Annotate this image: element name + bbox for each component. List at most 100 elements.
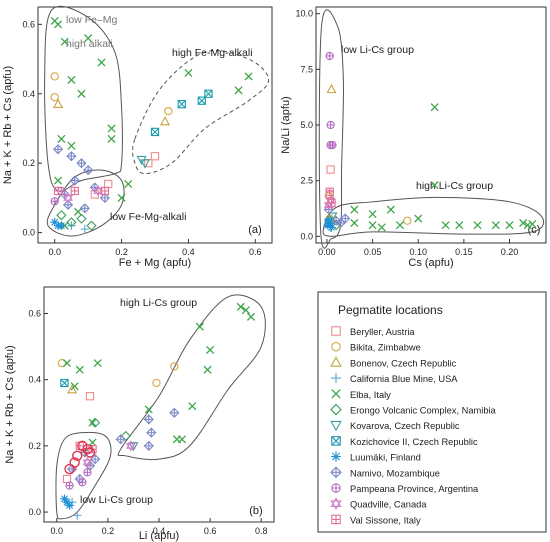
data-point	[79, 203, 90, 214]
x-marker	[67, 141, 76, 150]
diamond-plus-marker	[169, 407, 180, 418]
star-marker	[324, 216, 334, 226]
data-point	[65, 501, 74, 510]
x-tick-label: 0.10	[409, 247, 427, 257]
data-point	[60, 494, 69, 504]
panel-c: 0.00 0.05 0.10 0.15 0.20 0.0 2.5 5.0 7.5 10.0 Cs (…	[280, 6, 547, 269]
diamond-plus-marker	[90, 454, 101, 465]
x-marker	[62, 359, 72, 368]
hexagram-marker	[93, 185, 104, 197]
plus-marker	[330, 373, 342, 384]
legend-item: Elba, Italy	[331, 389, 391, 400]
data-point	[67, 75, 76, 84]
x-tick-label: 0.0	[51, 526, 64, 536]
data-point	[144, 405, 153, 414]
data-point	[69, 175, 80, 186]
x-marker	[368, 209, 377, 219]
group-envelope	[322, 196, 545, 237]
legend-item: Erongo Volcanic Complex, Namibia	[330, 403, 497, 416]
box-x-marker	[60, 378, 69, 388]
legend-symbol	[330, 466, 342, 479]
y-tick-label: 0.4	[22, 89, 35, 99]
data-point	[169, 407, 180, 418]
data-point	[78, 478, 87, 487]
data-point	[491, 221, 500, 230]
group-annotation: high Li-Cs group	[120, 297, 197, 309]
data-point	[66, 217, 77, 228]
data-point	[107, 134, 116, 143]
square-plus-marker	[331, 514, 341, 525]
circle-marker	[69, 457, 80, 468]
diamond-marker	[120, 430, 131, 442]
legend-item: Bonenov, Czech Republic	[330, 356, 457, 368]
legend-symbol	[331, 483, 341, 493]
circle-marker	[64, 463, 75, 475]
data-point	[139, 159, 151, 169]
x-marker	[60, 37, 69, 46]
x-marker	[84, 34, 93, 43]
triangle-marker	[326, 83, 337, 94]
data-point	[60, 37, 69, 46]
diamond-plus-marker	[69, 175, 80, 186]
data-point	[170, 362, 179, 371]
group-annotation: low Li-Cs group	[341, 44, 414, 56]
legend-label: Quadville, Canada	[350, 500, 427, 510]
group-envelope	[55, 431, 112, 520]
x-marker	[519, 218, 528, 228]
data-point	[53, 20, 63, 29]
hexagram-marker	[125, 440, 136, 452]
data-point	[327, 223, 336, 232]
square-plus-marker	[325, 187, 334, 196]
x-tick-label: 0.8	[255, 526, 268, 536]
data-point	[57, 358, 67, 368]
x-tick-label: 0.20	[501, 247, 519, 257]
diamond-plus-marker	[83, 165, 94, 176]
x-marker	[350, 205, 359, 214]
data-point	[403, 216, 412, 225]
data-point	[88, 418, 97, 427]
x-marker	[77, 89, 86, 98]
diamond-plus-marker	[52, 144, 64, 155]
diamond-marker	[66, 217, 77, 228]
data-point	[65, 481, 74, 490]
legend-item: Luumäki, Finland	[330, 451, 421, 463]
y-tick-label: 10.0	[295, 9, 313, 19]
panel-label: (a)	[248, 224, 261, 236]
diamond-marker	[330, 220, 342, 231]
data-point	[188, 402, 197, 411]
diamond-plus-marker	[146, 427, 157, 438]
data-point	[414, 214, 423, 223]
data-point	[325, 218, 335, 228]
circle-marker	[164, 106, 173, 116]
y-tick-label: 0.6	[22, 19, 35, 29]
x-marker	[386, 205, 395, 214]
data-point	[80, 224, 90, 234]
x-marker	[241, 306, 250, 315]
data-point	[57, 134, 66, 143]
legend-symbol	[331, 326, 341, 336]
y-tick-label: 0.0	[28, 507, 41, 517]
data-point	[84, 34, 93, 43]
data-point	[52, 98, 64, 108]
data-point	[64, 463, 75, 475]
legend-label: Elba, Italy	[350, 390, 391, 400]
square-plus-marker	[327, 198, 336, 208]
group-annotation: low Li-Cs group	[80, 494, 153, 506]
legend-symbol	[330, 403, 342, 416]
star-marker	[330, 451, 342, 462]
data-point	[74, 207, 83, 216]
data-point	[128, 442, 139, 452]
legend-label: Luumäki, Finland	[350, 453, 421, 463]
y-axis-label: Na + K + Rb + Cs (apfu)	[2, 66, 14, 184]
data-point	[56, 210, 67, 221]
data-point	[184, 68, 193, 78]
legend-item: Kozichovice II, Czech Republic	[331, 436, 478, 447]
data-point	[197, 96, 206, 105]
circle-marker	[84, 447, 96, 458]
x-marker	[234, 86, 243, 95]
x-tick-label: 0.6	[204, 526, 217, 536]
circle-plus-marker	[50, 197, 59, 206]
data-point	[246, 312, 256, 321]
triangle-marker	[52, 98, 64, 108]
